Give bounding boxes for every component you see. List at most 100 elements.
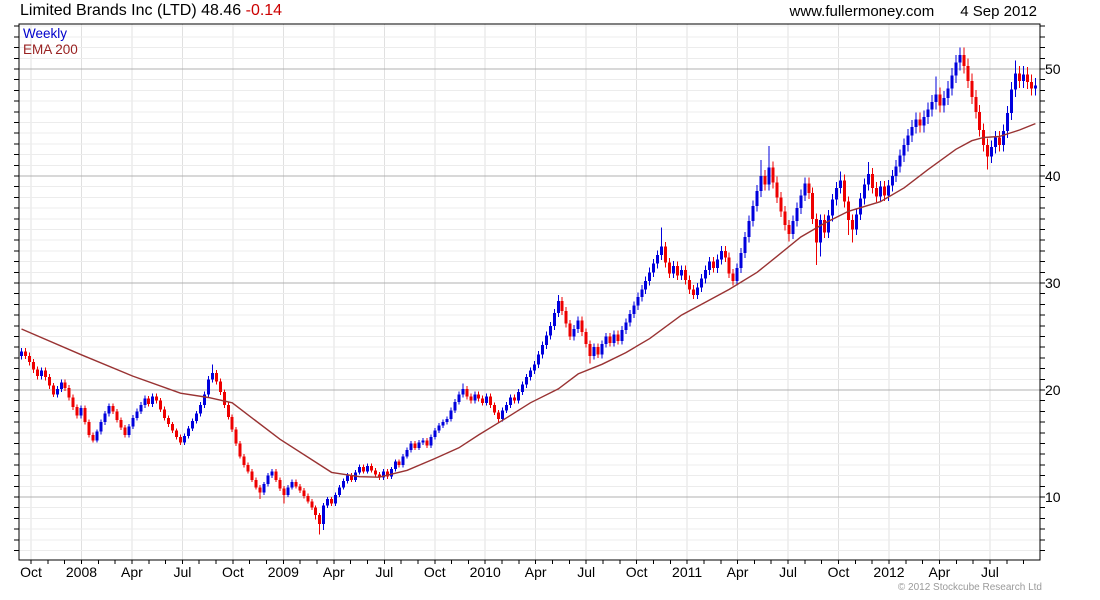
candle-body <box>640 289 644 297</box>
candle-body <box>676 265 680 276</box>
candle-body <box>99 422 103 432</box>
candle-body <box>532 364 536 371</box>
candle-body <box>302 490 306 496</box>
candle-body <box>556 301 560 313</box>
candle-body <box>668 262 672 274</box>
candle-body <box>751 205 755 221</box>
candle-body <box>922 117 926 126</box>
candle-body <box>425 440 429 446</box>
candle-body <box>453 401 457 411</box>
candle-body <box>695 287 699 295</box>
axis-ticks <box>14 25 1045 564</box>
candle-body <box>405 449 409 457</box>
candle-body <box>517 392 521 401</box>
candle-body <box>568 323 572 337</box>
candle-body <box>914 119 918 127</box>
candle-body <box>274 471 278 480</box>
candle-body <box>656 255 660 264</box>
candle-body <box>493 404 497 413</box>
candle-body <box>194 413 198 422</box>
candle-body <box>43 370 47 378</box>
candle-body <box>409 443 413 450</box>
candle-body <box>942 97 946 106</box>
candle-body <box>131 417 135 427</box>
candle-body <box>270 471 274 476</box>
candle-body <box>747 220 751 237</box>
candle-body <box>799 195 803 209</box>
candle-body <box>310 501 314 508</box>
y-axis-label-40: 40 <box>1045 168 1061 184</box>
candle-body <box>958 55 962 63</box>
candle-body <box>179 437 183 443</box>
candle-body <box>775 182 779 198</box>
candle-body <box>950 75 954 89</box>
candle-body <box>787 225 791 234</box>
candle-body <box>55 388 59 395</box>
candle-body <box>815 218 819 243</box>
candle-body <box>421 440 425 443</box>
candle-body <box>687 279 691 290</box>
candle-body <box>175 430 179 438</box>
candle-body <box>246 464 250 472</box>
candle-body <box>346 475 350 481</box>
candle-body <box>1010 89 1014 113</box>
horizontal-gridlines <box>19 25 1040 551</box>
candle-body <box>866 173 870 185</box>
candle-body <box>401 456 405 465</box>
candle-body <box>1033 85 1037 89</box>
candle-body <box>851 219 855 230</box>
candle-body <box>926 109 930 118</box>
chart-date: 4 Sep 2012 <box>960 3 1037 20</box>
candle-body <box>513 397 517 401</box>
candle-body <box>552 312 556 326</box>
candle-body <box>306 495 310 502</box>
candle-body <box>397 461 401 465</box>
candle-body <box>290 482 294 488</box>
candle-body <box>934 94 938 103</box>
candle-body <box>612 334 616 343</box>
candle-body <box>505 404 509 411</box>
x-axis-label: Apr <box>928 564 951 580</box>
candle-body <box>648 272 652 281</box>
candle-body <box>930 102 934 110</box>
candle-body <box>862 184 866 199</box>
candle-body <box>294 482 298 487</box>
candle-body <box>536 354 540 365</box>
candle-body <box>938 94 942 106</box>
candle-body <box>672 265 676 274</box>
candle-body <box>318 515 322 524</box>
candle-body <box>978 111 982 130</box>
x-axis-label: Oct <box>20 564 42 580</box>
candle-body <box>441 422 445 426</box>
candle-body <box>262 484 266 493</box>
candle-body <box>234 429 238 444</box>
candle-body <box>604 336 608 344</box>
candle-body <box>119 419 123 428</box>
candle-body <box>385 471 389 477</box>
candle-body <box>330 499 334 504</box>
candle-body <box>624 322 628 331</box>
candle-body <box>803 183 807 196</box>
candle-body <box>839 180 843 188</box>
candle-body <box>95 431 99 441</box>
candle-body <box>461 388 465 395</box>
candle-body <box>1025 74 1029 82</box>
candle-body <box>501 410 505 419</box>
candle-body <box>723 250 727 258</box>
candle-body <box>843 180 847 202</box>
candle-body <box>147 398 151 404</box>
candle-body <box>167 417 171 425</box>
candle-body <box>258 487 262 493</box>
candle-body <box>664 246 668 263</box>
x-axis-label: Oct <box>827 564 850 580</box>
copyright-notice: © 2012 Stockcube Research Ltd <box>897 582 1042 593</box>
candle-body <box>910 126 914 136</box>
candle-body <box>369 465 373 471</box>
candle-body <box>226 404 230 417</box>
vertical-gridlines <box>30 24 991 560</box>
candle-body <box>616 334 620 341</box>
candle-body <box>469 396 473 401</box>
candle-body <box>600 343 604 355</box>
candle-body <box>1017 73 1021 81</box>
